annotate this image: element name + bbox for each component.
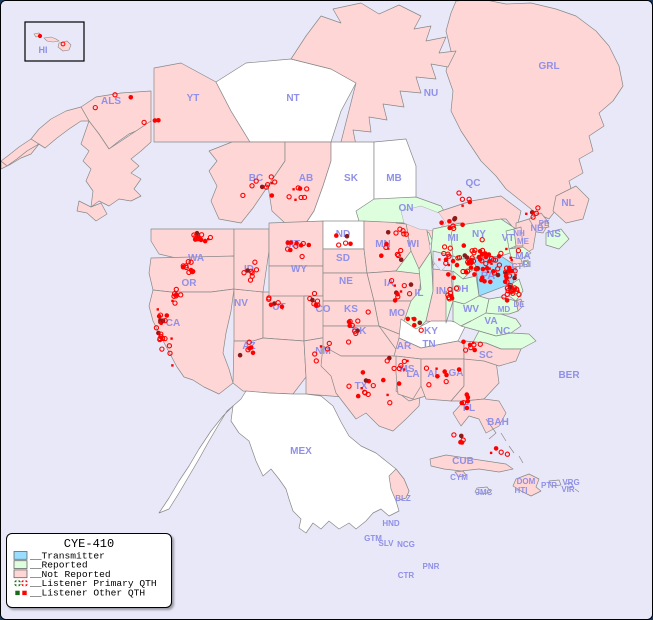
svg-text:HI: HI <box>39 45 48 55</box>
svg-text:NS: NS <box>547 229 561 240</box>
svg-text:NU: NU <box>424 88 438 99</box>
svg-text:VRG: VRG <box>562 478 579 487</box>
svg-text:PNR: PNR <box>423 562 440 571</box>
svg-text:DE: DE <box>513 300 525 309</box>
svg-text:MI: MI <box>447 233 458 244</box>
svg-text:CYE-410: CYE-410 <box>64 537 114 551</box>
svg-text:SC: SC <box>479 350 493 361</box>
svg-text:__Listener Other QTH: __Listener Other QTH <box>29 588 145 599</box>
svg-text:QC: QC <box>466 178 481 189</box>
svg-text:CA: CA <box>166 318 180 329</box>
svg-text:WV: WV <box>463 304 479 315</box>
svg-text:NT: NT <box>286 93 299 104</box>
svg-text:OR: OR <box>182 278 198 289</box>
svg-text:JMC: JMC <box>476 488 493 497</box>
svg-text:TN: TN <box>422 339 435 350</box>
svg-text:LA: LA <box>406 369 419 380</box>
svg-text:GRL: GRL <box>538 61 559 72</box>
svg-text:RI: RI <box>523 260 531 269</box>
svg-text:AR: AR <box>397 341 412 352</box>
svg-text:SLV: SLV <box>379 539 395 548</box>
svg-text:PTR: PTR <box>541 481 557 490</box>
svg-text:HND: HND <box>382 519 400 528</box>
svg-text:PE: PE <box>539 219 550 228</box>
svg-text:MD: MD <box>498 305 511 314</box>
svg-text:HTI: HTI <box>515 486 528 495</box>
svg-text:VA: VA <box>484 316 497 327</box>
svg-text:IN: IN <box>436 286 446 297</box>
svg-text:SK: SK <box>344 173 359 184</box>
svg-text:MB: MB <box>386 173 402 184</box>
svg-text:ALS: ALS <box>101 96 121 107</box>
svg-text:SD: SD <box>336 253 350 264</box>
svg-text:IL: IL <box>415 288 424 299</box>
svg-text:IA: IA <box>384 278 394 289</box>
svg-text:NL: NL <box>561 198 574 209</box>
svg-text:BLZ: BLZ <box>395 494 411 503</box>
svg-text:AB: AB <box>299 173 313 184</box>
svg-text:MEX: MEX <box>290 446 312 457</box>
svg-text:NCG: NCG <box>397 540 415 549</box>
svg-text:MO: MO <box>389 308 405 319</box>
svg-text:DOM: DOM <box>517 477 536 486</box>
svg-text:BAH: BAH <box>487 417 509 428</box>
svg-text:WY: WY <box>291 264 307 275</box>
svg-text:ME: ME <box>517 237 530 246</box>
svg-text:NC: NC <box>496 326 510 337</box>
svg-text:CTR: CTR <box>398 571 415 580</box>
svg-text:OH: OH <box>454 284 469 295</box>
svg-text:NM: NM <box>315 346 331 357</box>
svg-text:WI: WI <box>407 239 419 250</box>
svg-text:NE: NE <box>339 276 353 287</box>
svg-text:KY: KY <box>424 326 438 337</box>
svg-text:ON: ON <box>399 203 414 214</box>
svg-text:KS: KS <box>344 304 358 315</box>
svg-text:CYM: CYM <box>450 473 468 482</box>
svg-text:NV: NV <box>234 298 248 309</box>
svg-text:CUB: CUB <box>452 456 474 467</box>
svg-text:BER: BER <box>558 370 580 381</box>
svg-text:YT: YT <box>187 93 200 104</box>
